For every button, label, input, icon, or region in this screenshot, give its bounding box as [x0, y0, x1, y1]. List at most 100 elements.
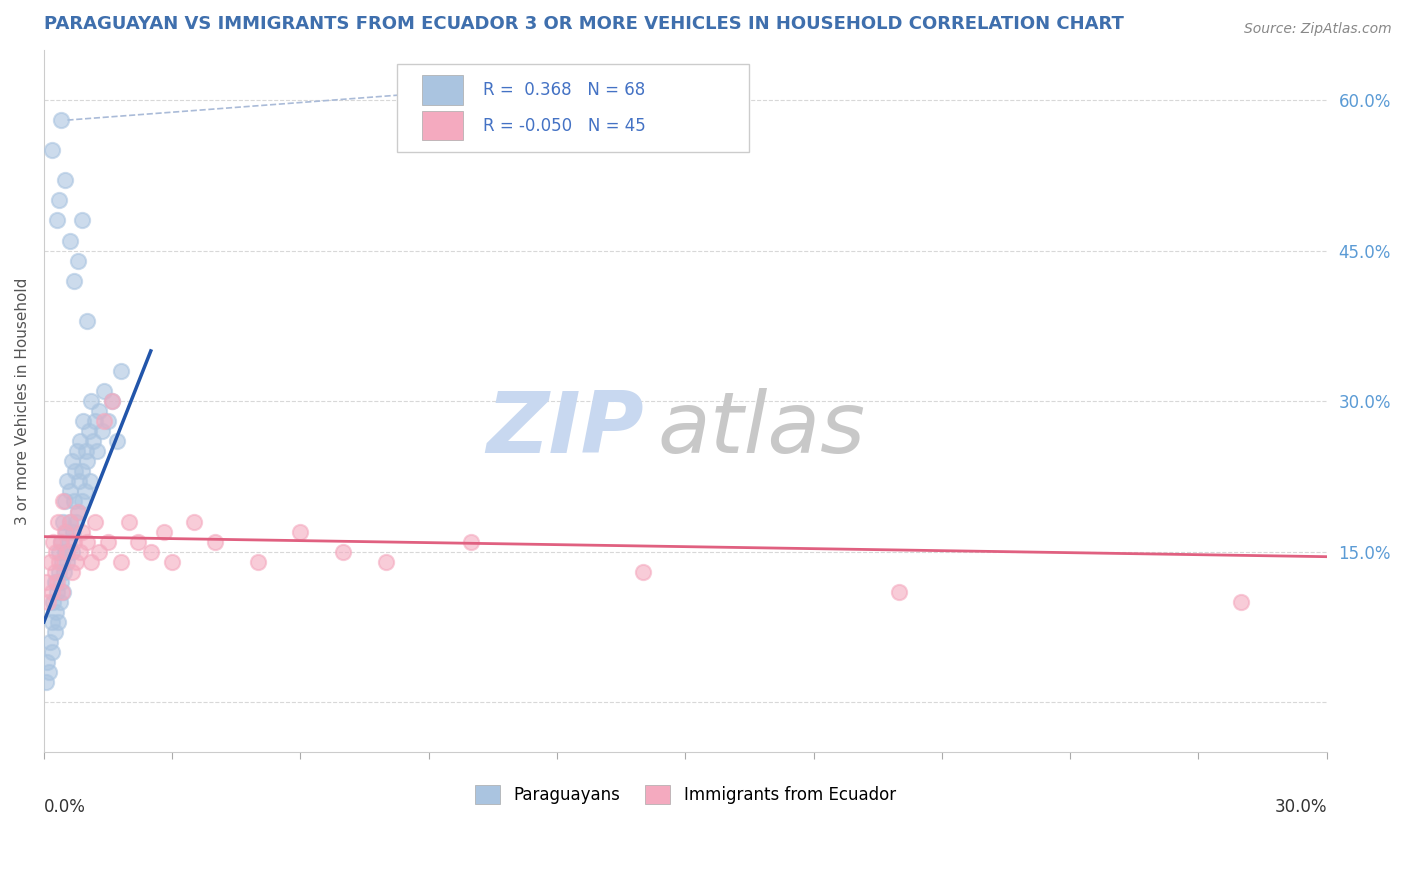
Text: 0.0%: 0.0% [44, 797, 86, 815]
Point [79, 475, 101, 489]
Point [89, 544, 111, 558]
Point [67, 504, 90, 518]
Point [93, 384, 115, 398]
FancyBboxPatch shape [422, 75, 464, 104]
Point [204, 534, 226, 549]
Point [52, 584, 75, 599]
Point [76, 314, 98, 328]
Point [183, 515, 205, 529]
Point [45, 605, 67, 619]
Point [63, 464, 86, 478]
Text: Source: ZipAtlas.com: Source: ZipAtlas.com [1244, 22, 1392, 37]
Point [101, 394, 124, 409]
Point [59, 484, 82, 499]
Point [52, 494, 75, 508]
Point [70, 494, 93, 508]
Point [89, 404, 111, 418]
Point [110, 555, 132, 569]
Point [69, 434, 91, 449]
Point [332, 544, 354, 558]
Point [93, 414, 115, 428]
Point [75, 444, 97, 458]
Point [53, 524, 76, 539]
Legend: Paraguayans, Immigrants from Ecuador: Paraguayans, Immigrants from Ecuador [468, 778, 903, 811]
Point [58, 515, 80, 529]
Point [67, 504, 90, 518]
Text: R =  0.368   N = 68: R = 0.368 N = 68 [482, 81, 645, 99]
Point [72, 213, 94, 227]
Point [39, 555, 62, 569]
Point [65, 555, 87, 569]
Point [41, 584, 63, 599]
Point [66, 444, 89, 458]
Point [45, 544, 67, 558]
Point [118, 515, 141, 529]
Point [84, 515, 107, 529]
Point [53, 544, 76, 558]
Point [48, 194, 70, 208]
Point [41, 143, 63, 157]
Point [45, 574, 67, 589]
Point [65, 515, 87, 529]
Point [53, 565, 76, 579]
Point [44, 565, 66, 579]
Point [45, 213, 67, 227]
Point [67, 253, 90, 268]
Point [82, 434, 104, 449]
Point [53, 494, 76, 508]
Point [42, 595, 65, 609]
Text: atlas: atlas [657, 388, 865, 471]
Text: 30.0%: 30.0% [1274, 797, 1327, 815]
Point [38, 665, 60, 679]
Point [60, 544, 83, 558]
Point [45, 584, 67, 599]
Point [72, 464, 94, 478]
Point [73, 484, 96, 499]
Point [80, 555, 103, 569]
Point [72, 524, 94, 539]
Point [63, 534, 86, 549]
Point [46, 615, 69, 629]
Point [58, 534, 80, 549]
Point [105, 434, 128, 449]
Point [49, 595, 72, 609]
Point [49, 534, 72, 549]
Point [631, 565, 654, 579]
Point [63, 494, 86, 508]
Point [60, 454, 83, 468]
Point [37, 655, 59, 669]
Point [460, 534, 482, 549]
Point [139, 544, 162, 558]
Point [41, 645, 63, 659]
Point [35, 574, 58, 589]
Y-axis label: 3 or more Vehicles in Household: 3 or more Vehicles in Household [15, 277, 30, 524]
Point [90, 424, 112, 438]
Point [56, 475, 79, 489]
Point [887, 584, 910, 599]
Point [42, 534, 65, 549]
Point [375, 555, 398, 569]
Point [77, 424, 100, 438]
Point [53, 173, 76, 187]
Point [46, 515, 69, 529]
Point [101, 394, 124, 409]
Point [84, 414, 107, 428]
Text: PARAGUAYAN VS IMMIGRANTS FROM ECUADOR 3 OR MORE VEHICLES IN HOUSEHOLD CORRELATIO: PARAGUAYAN VS IMMIGRANTS FROM ECUADOR 3 … [44, 15, 1123, 33]
Point [39, 635, 62, 649]
Text: R = -0.050   N = 45: R = -0.050 N = 45 [482, 117, 645, 135]
Point [80, 394, 103, 409]
Point [37, 595, 59, 609]
Point [160, 555, 183, 569]
Point [76, 454, 98, 468]
Point [48, 544, 70, 558]
Point [67, 475, 90, 489]
Point [62, 524, 84, 539]
Point [48, 555, 70, 569]
Point [1230, 595, 1253, 609]
Point [41, 615, 63, 629]
Point [97, 534, 120, 549]
FancyBboxPatch shape [422, 111, 464, 140]
Point [152, 524, 174, 539]
Point [76, 534, 98, 549]
Point [51, 584, 73, 599]
